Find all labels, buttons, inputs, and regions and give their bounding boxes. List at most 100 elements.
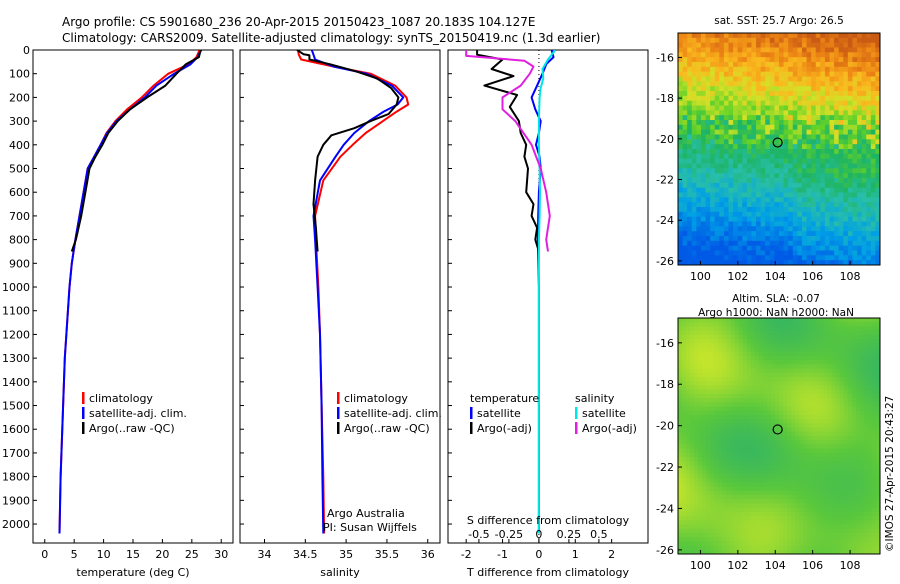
sst-cell [687, 226, 692, 231]
sla-cell [840, 508, 845, 513]
sla-cell [807, 466, 812, 471]
sst-cell [701, 226, 706, 231]
sla-cell [840, 423, 845, 428]
sla-cell [840, 377, 845, 382]
sla-cell [747, 352, 752, 357]
sla-cell [743, 508, 748, 513]
sla-cell [722, 444, 727, 449]
sla-cell [706, 390, 711, 395]
sst-cell [738, 125, 743, 130]
sla-cell [739, 377, 744, 382]
sla-cell [823, 398, 828, 403]
sla-cell [694, 520, 699, 525]
sla-cell [682, 470, 687, 475]
sla-cell [787, 537, 792, 542]
sla-cell [739, 487, 744, 492]
sst-cell [765, 120, 770, 125]
sla-cell [714, 508, 719, 513]
sla-cell [690, 419, 695, 424]
sla-cell [787, 335, 792, 340]
sst-cell [802, 144, 807, 149]
sst-cell [811, 251, 816, 256]
sst-cell [802, 222, 807, 227]
sst-cell [701, 236, 706, 241]
sla-cell [868, 520, 873, 525]
sla-cell [868, 503, 873, 508]
sla-cell [694, 369, 699, 374]
sst-cell [871, 62, 876, 67]
sla-cell [811, 432, 816, 437]
sst-cell [706, 255, 711, 260]
sla-cell [763, 457, 768, 462]
sla-cell [815, 377, 820, 382]
sla-cell [735, 533, 740, 538]
sst-cell [765, 144, 770, 149]
sst-cell [770, 62, 775, 67]
sla-cell [795, 537, 800, 542]
sst-cell [706, 173, 711, 178]
sst-cell [784, 101, 789, 106]
sla-cell [852, 508, 857, 513]
sst-cell [710, 183, 715, 188]
sst-cell [751, 207, 756, 212]
sla-cell [832, 381, 837, 386]
sla-cell [795, 352, 800, 357]
sla-cell [832, 331, 837, 336]
sst-cell [696, 183, 701, 188]
sst-cell [692, 86, 697, 91]
sla-cell [718, 407, 723, 412]
sst-cell [706, 241, 711, 246]
sla-cell [815, 487, 820, 492]
sla-cell [832, 440, 837, 445]
sst-cell [761, 101, 766, 106]
sla-cell [714, 436, 719, 441]
sst-cell [820, 33, 825, 38]
sst-cell [816, 164, 821, 169]
sla-cell [832, 318, 837, 323]
sst-cell [719, 57, 724, 62]
sla-cell [775, 520, 780, 525]
sla-cell [799, 423, 804, 428]
sla-cell [819, 512, 824, 517]
sla-cell [799, 326, 804, 331]
sst-cell [770, 251, 775, 256]
sst-cell [710, 57, 715, 62]
sst-cell [816, 217, 821, 222]
sla-cell [775, 419, 780, 424]
sst-cell [866, 91, 871, 96]
sst-cell [756, 120, 761, 125]
sla-cell [686, 394, 691, 399]
sst-cell [724, 91, 729, 96]
sla-cell [726, 356, 731, 361]
sst-cell [807, 43, 812, 48]
sla-cell [775, 499, 780, 504]
sla-cell [791, 390, 796, 395]
sla-cell [690, 508, 695, 513]
sst-cell [866, 62, 871, 67]
sla-cell [823, 356, 828, 361]
sst-cell [779, 72, 784, 77]
sla-cell [726, 503, 731, 508]
sst-cell [683, 197, 688, 202]
sla-cell [743, 461, 748, 466]
sla-cell [860, 402, 865, 407]
sst-cell [848, 222, 853, 227]
sst-cell [779, 67, 784, 72]
sla-cell [815, 318, 820, 323]
sla-cell [698, 339, 703, 344]
sla-cell [743, 411, 748, 416]
sla-cell [852, 402, 857, 407]
sla-cell [690, 428, 695, 433]
sst-cell [825, 236, 830, 241]
sla-cell [872, 348, 877, 353]
sst-cell [871, 255, 876, 260]
sla-cell [815, 533, 820, 538]
sla-cell [726, 487, 731, 492]
sst-cell [729, 236, 734, 241]
sst-cell [834, 81, 839, 86]
sst-cell [843, 48, 848, 53]
sst-cell [848, 86, 853, 91]
sla-cell [767, 398, 772, 403]
sla-cell [848, 411, 853, 416]
